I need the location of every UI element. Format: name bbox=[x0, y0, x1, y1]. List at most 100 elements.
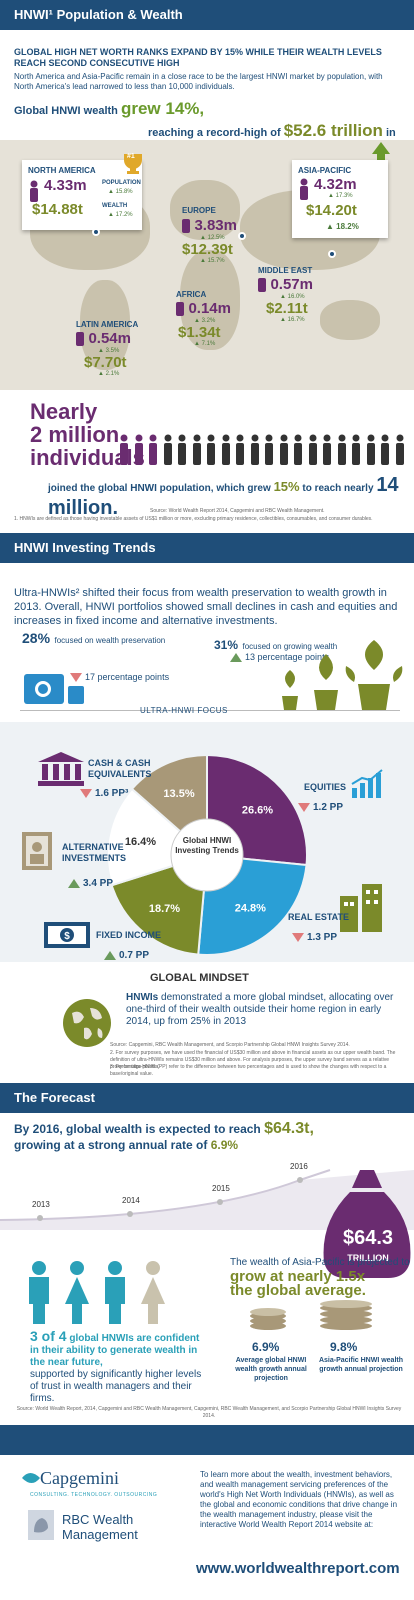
north-america-box: NORTH AMERICA 4.33m POPULATION ▲ 15.8% $… bbox=[22, 160, 142, 230]
small-safe-icon bbox=[68, 686, 84, 704]
confident-c: supported by significantly higher levels… bbox=[30, 1369, 202, 1404]
africa-block: AFRICA 0.14m ▲ 3.2% $1.34t ▲ 7.1% bbox=[176, 290, 231, 347]
growing-plants-icon bbox=[282, 640, 403, 710]
rank-badge: #1 bbox=[127, 153, 135, 160]
alternative-label: ALTERNATIVE INVESTMENTS bbox=[62, 842, 127, 863]
confident-a: 3 of 4 bbox=[30, 1328, 67, 1344]
year-label: 2014 bbox=[122, 1196, 140, 1205]
north-america-pin bbox=[92, 228, 100, 236]
pie-slice-label: 26.6% bbox=[242, 804, 273, 816]
north-america-wealth-label: WEALTH bbox=[102, 203, 128, 209]
north-america-pop-label: POPULATION bbox=[102, 180, 141, 186]
north-america-label: NORTH AMERICA bbox=[28, 166, 96, 175]
asia-pacific-pop-pct: ▲ 17.3% bbox=[328, 193, 353, 199]
population-headline: GLOBAL HIGH NET WORTH RANKS EXPAND BY 15… bbox=[14, 47, 382, 68]
forecast-intro-d: 6.9% bbox=[210, 1138, 239, 1152]
person-icon bbox=[221, 434, 230, 465]
person-icon bbox=[207, 434, 215, 465]
nearly-2-million: Nearly 2 million individuals bbox=[30, 400, 145, 469]
projection-2-pct: 9.8% bbox=[330, 1340, 358, 1354]
latin-america-block: LATIN AMERICA 0.54m ▲ 3.5% $7.70t ▲ 2.1% bbox=[76, 320, 138, 377]
ap-c: the global average. bbox=[230, 1282, 366, 1299]
global-mindset-text: HNWIs demonstrated a more global mindset… bbox=[126, 992, 396, 1028]
person-icon bbox=[141, 1261, 165, 1324]
section2-footnote3: 3. Percentage points (PP) refer to the d… bbox=[110, 1064, 387, 1077]
asia-pacific-wealth: $14.20t bbox=[306, 202, 357, 219]
africa-wealth-pct: ▲ 7.1% bbox=[194, 341, 216, 347]
year-label: 2013 bbox=[32, 1200, 50, 1209]
person-icon bbox=[105, 1261, 125, 1324]
asia-pacific-pin bbox=[328, 250, 336, 258]
mindset-text-a: HNWIs bbox=[126, 992, 159, 1003]
europe-pin bbox=[238, 232, 246, 240]
wealth-line-c: reaching a record-high of bbox=[148, 127, 281, 139]
preservation-block: 28% focused on wealth preservation bbox=[22, 630, 165, 648]
website-link[interactable]: www.worldwealthreport.com bbox=[196, 1560, 400, 1577]
north-america-wealth: $14.88t bbox=[32, 201, 83, 218]
year-label: 2015 bbox=[212, 1184, 230, 1193]
projection-2-label: Asia-Pacific HNWI wealth growth annual p… bbox=[318, 1357, 404, 1373]
person-icon bbox=[163, 434, 172, 465]
bank-icon bbox=[38, 752, 84, 786]
africa-pop: 0.14m bbox=[188, 300, 231, 317]
alternative-change: 3.4 PP bbox=[68, 878, 113, 889]
footer-band bbox=[0, 1425, 414, 1455]
ap-b: grow at nearly 1.5x bbox=[230, 1268, 366, 1285]
pie-slice-label: 18.7% bbox=[149, 903, 180, 915]
rbc-line-2: Management bbox=[62, 1527, 138, 1542]
forecast-intro-a: By 2016, global wealth is expected to re… bbox=[14, 1122, 261, 1136]
person-icon bbox=[30, 180, 38, 202]
real-estate-label: REAL ESTATE bbox=[288, 912, 350, 922]
nearly-word: Nearly bbox=[30, 399, 98, 424]
person-icon bbox=[366, 434, 375, 465]
preservation-change: 17 percentage points bbox=[70, 672, 169, 683]
growth-curve bbox=[0, 1169, 414, 1230]
person-icon bbox=[134, 434, 143, 465]
rbc-lion-icon bbox=[28, 1510, 54, 1540]
confident-statement: 3 of 4 global HNWIs are confident in the… bbox=[30, 1328, 210, 1405]
person-icon bbox=[178, 434, 186, 465]
equities-change: 1.2 PP bbox=[298, 802, 343, 813]
rbc-logo: RBC Wealth Management bbox=[62, 1512, 138, 1542]
africa-pop-pct: ▲ 3.2% bbox=[194, 318, 216, 324]
real-estate-change: 1.3 PP bbox=[292, 932, 337, 943]
middle-east-pop: 0.57m bbox=[270, 276, 313, 293]
preservation-pct: 28% bbox=[22, 630, 51, 646]
coin-stack-icon bbox=[250, 1308, 286, 1330]
section3-source: Source: World Wealth Report, 2014, Capge… bbox=[16, 1406, 402, 1419]
person-icon bbox=[300, 178, 308, 200]
capgemini-logo-icon bbox=[22, 1473, 40, 1483]
pie-slice-label: 13.5% bbox=[163, 788, 194, 800]
person-icon bbox=[192, 434, 201, 465]
projection-1-pct: 6.9% bbox=[252, 1340, 280, 1354]
population-subtext: North America and Asia-Pacific remain in… bbox=[14, 72, 383, 91]
mindset-text-b: demonstrated a more global mindset, allo… bbox=[126, 992, 394, 1027]
section2-footnote2: 2. For survey purposes, we have used the… bbox=[110, 1050, 396, 1070]
global-mindset-title: GLOBAL MINDSET bbox=[150, 972, 249, 984]
asia-pacific-label: ASIA-PACIFIC bbox=[298, 166, 352, 175]
africa-wealth: $1.34t bbox=[178, 324, 221, 341]
pie-center-label: Global HNWI Investing Trends bbox=[175, 836, 239, 855]
confident-b: global HNWIs are confident in their abil… bbox=[30, 1333, 200, 1368]
section-header-investing: HNWI Investing Trends bbox=[0, 533, 414, 563]
ap-a: The wealth of Asia-Pacific is projected … bbox=[230, 1257, 410, 1268]
growth-pct: 31% bbox=[214, 638, 239, 652]
person-icon bbox=[265, 434, 273, 465]
section2-source: Source: Capgemini, RBC Wealth Management… bbox=[110, 1042, 350, 1048]
learn-more-text: To learn more about the wealth, investme… bbox=[200, 1470, 398, 1529]
investing-pie-chart: 26.6% 24.8% 18.7% 16.4% 13.5% bbox=[106, 753, 308, 956]
cash-change: 1.6 PP³ bbox=[80, 788, 128, 799]
latin-america-wealth: $7.70t bbox=[84, 354, 127, 371]
safe-icon bbox=[24, 674, 64, 704]
capgemini-logo: Capgemini bbox=[40, 1468, 119, 1488]
europe-label: EUROPE bbox=[182, 206, 216, 215]
europe-wealth: $12.39t bbox=[182, 241, 233, 258]
joined-b: 15% bbox=[273, 479, 300, 494]
projection-1-label: Average global HNWI wealth growth annual… bbox=[235, 1357, 307, 1382]
person-icon bbox=[236, 434, 244, 465]
section1-footnote: 1. HNWIs are defined as those having inv… bbox=[14, 516, 373, 522]
joined-a: joined the global HNWI population, which… bbox=[48, 483, 271, 494]
joined-d: 14 million. bbox=[48, 474, 399, 519]
growth-label: focused on growing wealth bbox=[242, 642, 338, 651]
person-icon bbox=[120, 434, 128, 465]
